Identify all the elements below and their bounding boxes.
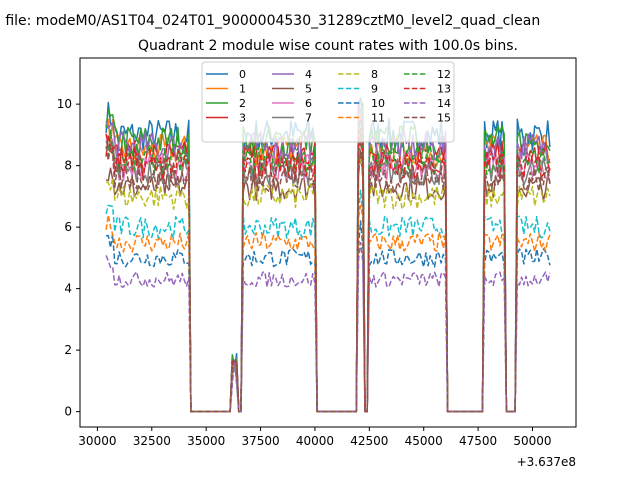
legend-box — [201, 61, 455, 143]
plot-frame — [79, 57, 577, 428]
axes-layer: 30000 32500 35000 37500 40000 42500 45000 47500… — [57, 97, 552, 448]
x-tick-label: 50000 — [513, 434, 551, 448]
legend-label-4: 4 — [305, 68, 312, 81]
y-tick-label: 6 — [64, 220, 72, 234]
series-line-14 — [105, 241, 551, 413]
legend-label-7: 7 — [305, 112, 312, 125]
legend-label-11: 11 — [371, 112, 385, 125]
x-tick-label: 47500 — [459, 434, 497, 448]
y-tick-label: 0 — [64, 405, 72, 419]
x-tick-label: 35000 — [187, 434, 225, 448]
chart-suptitle: n file: modeM0/AS1T04_024T01_9000004530_… — [0, 13, 540, 29]
legend-label-1: 1 — [239, 83, 246, 96]
x-tick-label: 30000 — [78, 434, 116, 448]
legend-label-9: 9 — [371, 83, 378, 96]
x-tick-label: 45000 — [405, 434, 443, 448]
legend-label-6: 6 — [305, 97, 312, 110]
y-tick-label: 4 — [64, 282, 72, 296]
x-tick-label: 40000 — [296, 434, 334, 448]
x-tick-label: 32500 — [133, 434, 171, 448]
legend-label-0: 0 — [239, 68, 246, 81]
legend-label-2: 2 — [239, 97, 246, 110]
chart-title: Quadrant 2 module wise count rates with … — [138, 38, 518, 54]
x-offset-text: +3.637e8 — [517, 455, 576, 469]
legend-label-14: 14 — [437, 97, 451, 110]
legend-label-5: 5 — [305, 83, 312, 96]
x-tick-label: 42500 — [350, 434, 388, 448]
y-tick-label: 8 — [64, 159, 72, 173]
legend-label-8: 8 — [371, 68, 378, 81]
y-tick-label: 10 — [57, 97, 72, 111]
x-tick-label: 37500 — [241, 434, 279, 448]
legend-label-15: 15 — [437, 112, 451, 125]
legend-label-3: 3 — [239, 112, 246, 125]
legend-label-13: 13 — [437, 83, 451, 96]
legend-label-12: 12 — [437, 68, 451, 81]
series-layer — [105, 97, 551, 413]
legend-label-10: 10 — [371, 97, 385, 110]
y-tick-label: 2 — [64, 343, 72, 357]
